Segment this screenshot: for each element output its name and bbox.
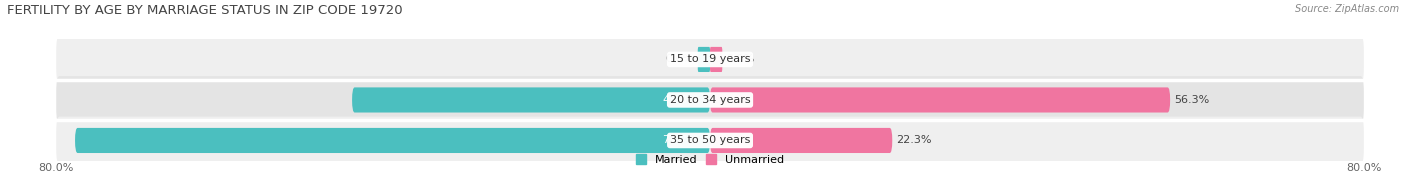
Text: FERTILITY BY AGE BY MARRIAGE STATUS IN ZIP CODE 19720: FERTILITY BY AGE BY MARRIAGE STATUS IN Z… <box>7 4 402 17</box>
Text: 35 to 50 years: 35 to 50 years <box>669 135 751 145</box>
Text: 43.8%: 43.8% <box>662 95 697 105</box>
FancyBboxPatch shape <box>56 117 1364 164</box>
FancyBboxPatch shape <box>352 87 710 113</box>
FancyBboxPatch shape <box>710 47 723 72</box>
Legend: Married, Unmarried: Married, Unmarried <box>636 154 785 165</box>
Text: 0.0%: 0.0% <box>665 54 693 64</box>
Text: Source: ZipAtlas.com: Source: ZipAtlas.com <box>1295 4 1399 14</box>
Text: 22.3%: 22.3% <box>897 135 932 145</box>
FancyBboxPatch shape <box>56 76 1364 124</box>
Text: 77.7%: 77.7% <box>662 135 697 145</box>
FancyBboxPatch shape <box>75 128 710 153</box>
FancyBboxPatch shape <box>710 87 1170 113</box>
Text: 15 to 19 years: 15 to 19 years <box>669 54 751 64</box>
Text: 56.3%: 56.3% <box>1174 95 1209 105</box>
Text: 20 to 34 years: 20 to 34 years <box>669 95 751 105</box>
Text: 0.0%: 0.0% <box>727 54 755 64</box>
FancyBboxPatch shape <box>56 36 1364 83</box>
FancyBboxPatch shape <box>697 47 710 72</box>
FancyBboxPatch shape <box>710 128 893 153</box>
